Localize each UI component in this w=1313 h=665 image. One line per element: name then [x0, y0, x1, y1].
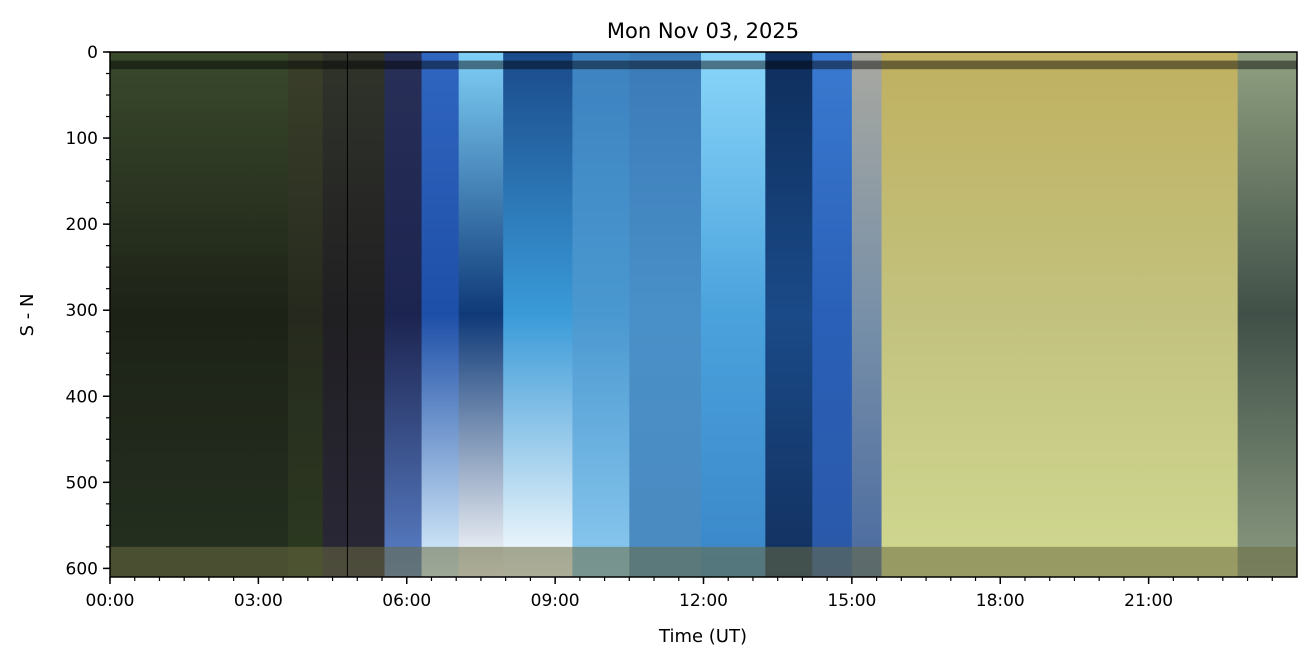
- keogram-band: [701, 52, 766, 577]
- keogram-band: [572, 52, 630, 577]
- y-tick-label: 300: [66, 301, 98, 321]
- keogram-band: [458, 52, 504, 577]
- keogram-band: [384, 52, 423, 577]
- keogram-band: [421, 52, 460, 577]
- x-tick-label: 12:00: [679, 591, 728, 611]
- x-axis-label: Time (UT): [658, 626, 747, 647]
- keogram-band: [322, 52, 385, 577]
- chart-title: Mon Nov 03, 2025: [607, 19, 799, 43]
- y-tick-label: 500: [66, 473, 98, 493]
- keogram-band: [1237, 52, 1298, 577]
- x-tick-label: 18:00: [976, 591, 1025, 611]
- y-axis-label: S - N: [17, 294, 38, 337]
- keogram-band: [765, 52, 813, 577]
- keogram-image: [110, 52, 1298, 577]
- x-tick-label: 06:00: [382, 591, 431, 611]
- y-tick-label: 100: [66, 129, 98, 149]
- x-tick-label: 09:00: [531, 591, 580, 611]
- keogram-band: [881, 52, 1239, 577]
- keogram-band: [812, 52, 853, 577]
- x-tick-label: 00:00: [86, 591, 135, 611]
- bottom-strip: [110, 546, 1297, 577]
- keogram-band: [110, 52, 289, 577]
- x-tick-label: 03:00: [234, 591, 283, 611]
- keogram-band: [629, 52, 702, 577]
- y-tick-label: 400: [66, 387, 98, 407]
- x-tick-label: 15:00: [827, 591, 876, 611]
- top-strip: [110, 60, 1297, 70]
- y-tick-label: 0: [87, 43, 98, 63]
- x-tick-label: 21:00: [1124, 591, 1173, 611]
- keogram-band: [503, 52, 573, 577]
- y-tick-label: 200: [66, 215, 98, 235]
- y-tick-label: 600: [66, 559, 98, 579]
- keogram-band: [851, 52, 883, 577]
- keogram-band: [288, 52, 324, 577]
